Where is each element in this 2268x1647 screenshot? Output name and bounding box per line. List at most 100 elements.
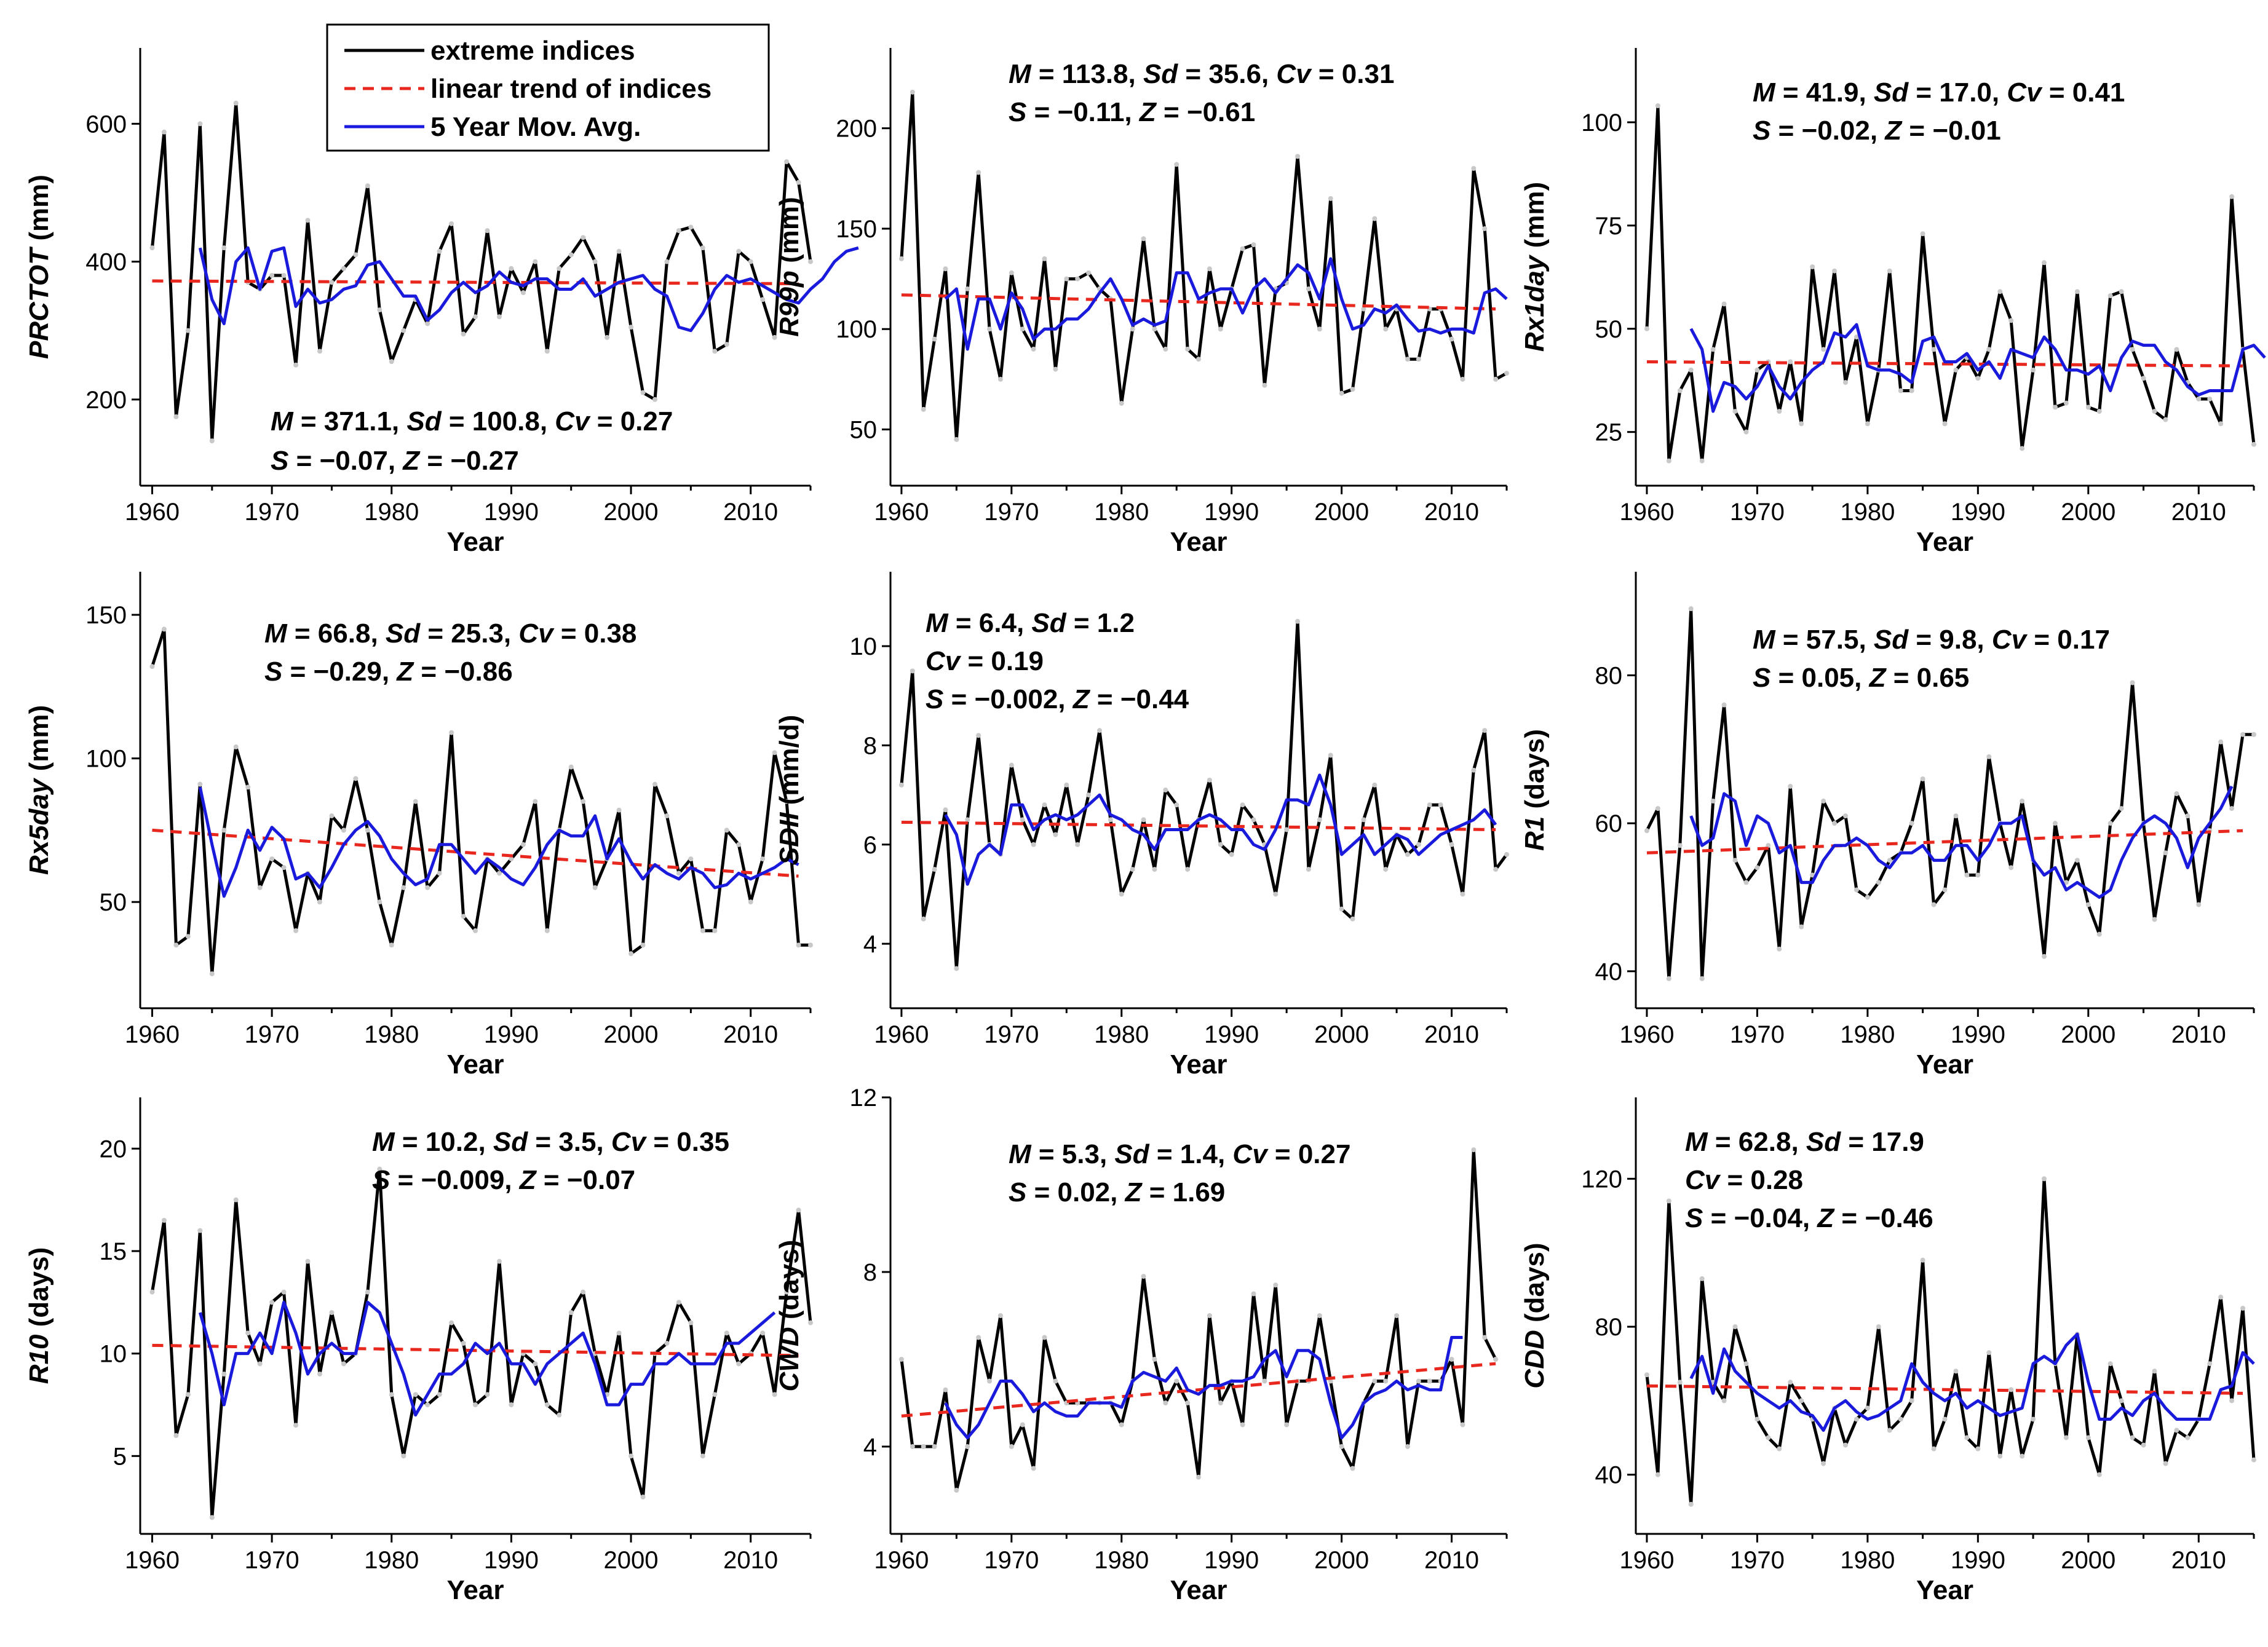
series-extreme-indices [900,90,1508,441]
data-point [1865,1405,1870,1411]
data-point [1295,618,1301,624]
data-point [2074,289,2080,294]
x-tick-label: 1970 [245,1021,299,1048]
data-point [1721,702,1727,708]
data-point [724,1330,729,1336]
data-point [1130,326,1135,332]
data-point [1876,880,1881,885]
data-point [1031,842,1036,847]
data-point [1975,1446,1981,1451]
data-point [173,1433,179,1438]
data-point [1766,843,1771,848]
data-point [1031,1466,1036,1471]
data-point [808,1320,813,1325]
series-linear-trend [901,1362,1496,1418]
x-axis-label: Year [1916,1575,1973,1605]
data-point [1854,887,1859,893]
data-point [1251,1291,1256,1297]
y-tick-label: 20 [100,1136,127,1163]
y-tick-label: 10 [850,633,878,660]
data-point [1777,946,1782,952]
x-axis-label: Year [1170,1049,1227,1080]
y-axis-label: CDD (days) [1520,1242,1550,1388]
data-point [616,1330,622,1336]
y-tick-label: 120 [1581,1166,1622,1193]
x-tick-label: 1980 [1840,1021,1895,1048]
data-point [2130,347,2135,352]
data-point [365,183,370,189]
data-point [1383,1378,1389,1384]
data-point [1295,154,1301,159]
data-point [2096,1472,2102,1477]
data-point [1372,1378,1378,1384]
data-point [1152,867,1157,872]
data-point [987,1378,993,1384]
data-point [1119,1422,1124,1428]
data-point [473,314,478,320]
y-axis-label: PRCTOT (mm) [24,175,54,359]
data-point [1721,1398,1727,1404]
x-tick-label: 1970 [245,1547,299,1574]
data-point [2174,1428,2179,1433]
data-point [1821,1461,1826,1466]
series-moving-average [1689,1332,2255,1432]
data-point [1416,1378,1421,1384]
stats-annotation: S = 0.05, Z = 0.65 [1753,663,1969,693]
series-moving-average [1689,785,2234,899]
series-linear-trend [901,293,1496,311]
data-point [1832,821,1838,826]
data-point [2152,1369,2157,1374]
data-point [173,942,179,948]
data-point [2107,1361,2113,1367]
x-tick-label: 1960 [125,1021,180,1048]
data-point [2130,1435,2135,1440]
data-point [161,626,167,632]
data-point [317,1372,322,1376]
data-point [1141,236,1146,242]
data-point [2196,396,2202,401]
x-tick-label: 2010 [1424,1021,1479,1048]
data-point [257,1361,263,1367]
data-point [413,799,418,804]
data-point [1009,762,1014,768]
data-point [1920,776,1925,781]
data-point [724,827,729,833]
x-axis-label: Year [447,1049,504,1080]
x-tick-label: 1980 [1840,1547,1895,1574]
stats-annotation: M = 62.8, Sd = 17.9 [1685,1127,1924,1157]
data-point [401,328,406,333]
series-extreme-indices [150,101,812,443]
x-tick-label: 2010 [2171,499,2226,526]
data-point [1262,1378,1267,1384]
x-tick-label: 1990 [1951,499,2005,526]
data-point [2096,931,2102,937]
x-tick-label: 1980 [1094,1021,1149,1048]
data-point [1821,347,1826,352]
data-point [1372,782,1378,788]
data-point [2020,446,2025,451]
x-tick-label: 1960 [1619,1021,1674,1048]
data-point [2185,813,2191,819]
data-point [921,1444,926,1449]
x-tick-label: 1990 [1204,1547,1259,1574]
data-point [2196,902,2202,907]
data-point [1350,916,1355,922]
data-point [910,668,915,674]
data-point [1218,326,1223,332]
y-tick-label: 150 [836,216,877,243]
data-point [1273,1282,1279,1288]
data-point [688,856,694,862]
data-point [1020,817,1025,823]
data-point [233,1197,239,1203]
data-point [1460,376,1465,382]
data-point [1854,1416,1859,1422]
data-point [1042,1335,1047,1340]
y-tick-label: 200 [836,116,877,143]
data-point [305,1258,311,1264]
data-point [520,290,526,296]
x-tick-label: 1970 [984,1547,1039,1574]
data-point [461,331,466,337]
data-point [1317,817,1322,823]
panel-r99p: 1960 1970 1980 1990 2000 2010 50 100 150 200 Year R… [774,48,1509,557]
data-point [1328,1378,1333,1384]
